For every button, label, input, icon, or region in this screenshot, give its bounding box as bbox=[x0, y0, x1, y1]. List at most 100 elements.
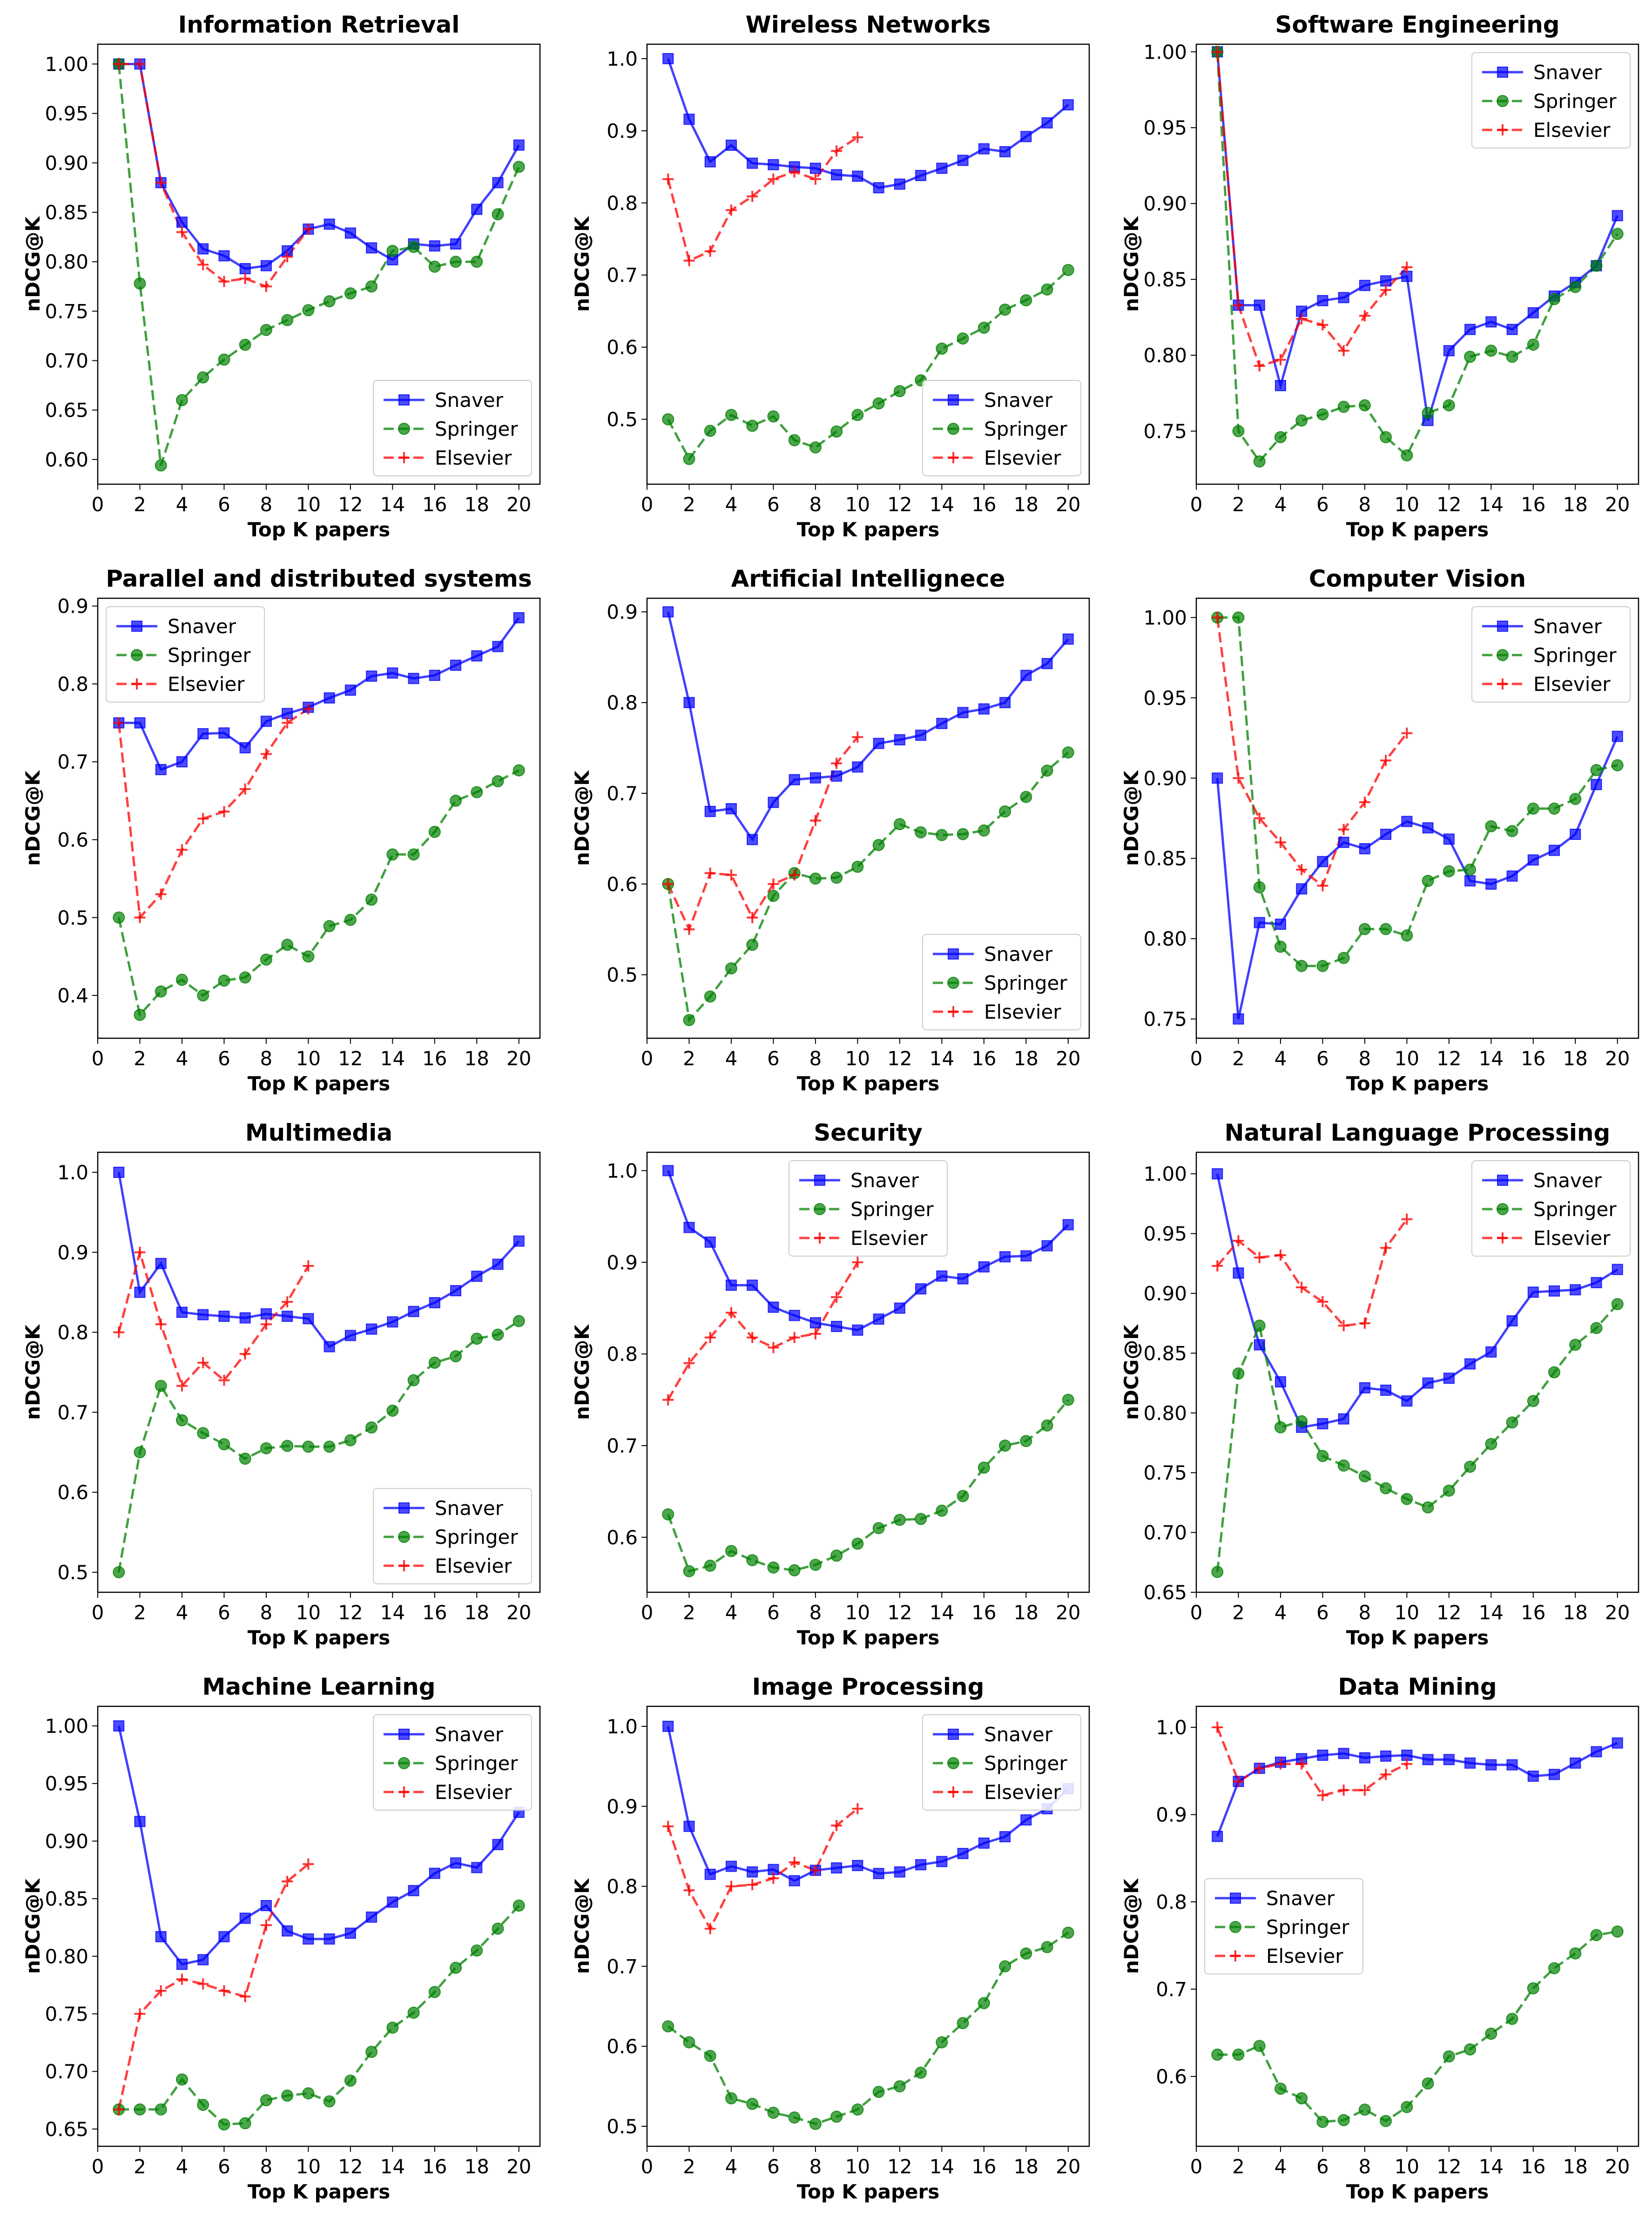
x-tick-label: 14 bbox=[930, 1601, 954, 1624]
data-point-elsevier bbox=[1254, 360, 1265, 372]
legend: Snaver Springer Elsevier bbox=[1471, 606, 1631, 703]
data-point-snaver bbox=[1274, 380, 1286, 392]
data-point-snaver bbox=[471, 1862, 483, 1873]
data-point-snaver bbox=[197, 243, 209, 255]
legend-marker-elsevier bbox=[398, 1560, 410, 1571]
y-tick-label: 0.4 bbox=[57, 984, 88, 1007]
data-point-elsevier bbox=[683, 1885, 695, 1896]
y-tick-label: 1.00 bbox=[1143, 41, 1187, 63]
data-point-snaver bbox=[134, 717, 146, 729]
data-point-elsevier bbox=[831, 1292, 843, 1303]
data-point-springer bbox=[1358, 2103, 1371, 2116]
data-point-snaver bbox=[492, 1839, 504, 1850]
data-point-snaver bbox=[1570, 1757, 1581, 1769]
data-point-springer bbox=[471, 1944, 483, 1957]
plot-area bbox=[113, 58, 525, 472]
plot-frame bbox=[1195, 43, 1639, 485]
x-tick-label: 14 bbox=[380, 1601, 405, 1624]
data-point-snaver bbox=[831, 169, 843, 181]
data-point-snaver bbox=[387, 1316, 398, 1328]
chart-title: Information Retrieval bbox=[178, 11, 460, 38]
series-line-snaver bbox=[1216, 736, 1619, 1020]
data-point-elsevier bbox=[1296, 1758, 1308, 1770]
data-point-springer bbox=[1041, 764, 1053, 777]
data-point-elsevier bbox=[1254, 812, 1265, 824]
data-point-springer bbox=[999, 1440, 1011, 1452]
plot-area bbox=[662, 1720, 1074, 2130]
data-point-snaver bbox=[429, 240, 440, 252]
legend-marker-springer bbox=[131, 649, 143, 661]
legend-label: Snaver bbox=[1533, 61, 1602, 84]
data-point-snaver bbox=[344, 1927, 356, 1939]
data-point-elsevier bbox=[747, 1879, 758, 1891]
x-tick-label: 0 bbox=[1190, 493, 1203, 516]
legend-label: Springer bbox=[168, 644, 251, 667]
x-tick-label: 16 bbox=[422, 1601, 447, 1624]
data-point-elsevier bbox=[218, 1985, 230, 1997]
data-point-elsevier bbox=[134, 912, 146, 923]
data-point-snaver bbox=[429, 1297, 440, 1309]
data-point-springer bbox=[830, 872, 843, 884]
data-point-springer bbox=[239, 971, 251, 984]
data-point-elsevier bbox=[134, 58, 146, 70]
y-tick-label: 0.75 bbox=[1143, 1461, 1187, 1484]
data-point-springer bbox=[1358, 1470, 1371, 1482]
data-point-elsevier bbox=[134, 2008, 146, 2020]
data-point-snaver bbox=[662, 606, 674, 618]
data-point-elsevier bbox=[197, 1978, 209, 1990]
x-tick-label: 6 bbox=[767, 2155, 780, 2178]
legend-marker-snaver bbox=[1230, 1893, 1241, 1904]
data-point-snaver bbox=[1254, 917, 1265, 928]
data-point-elsevier bbox=[768, 878, 779, 890]
data-point-springer bbox=[1506, 351, 1518, 363]
data-point-elsevier bbox=[155, 888, 167, 900]
data-point-snaver bbox=[1254, 1339, 1265, 1351]
data-point-springer bbox=[725, 962, 737, 974]
data-point-springer bbox=[407, 2007, 420, 2019]
data-point-springer bbox=[1401, 2101, 1413, 2113]
data-point-snaver bbox=[1380, 1750, 1392, 1762]
data-point-springer bbox=[957, 828, 969, 840]
plot-frame bbox=[97, 597, 541, 1039]
y-tick-label: 0.9 bbox=[57, 1241, 88, 1264]
data-point-springer bbox=[915, 2066, 927, 2079]
data-point-snaver bbox=[978, 143, 990, 155]
data-point-springer bbox=[1358, 399, 1371, 412]
data-point-springer bbox=[155, 459, 167, 472]
x-tick-label: 12 bbox=[338, 2155, 363, 2178]
data-point-snaver bbox=[1359, 1752, 1370, 1764]
y-tick-label: 0.95 bbox=[1143, 687, 1187, 710]
data-point-snaver bbox=[218, 727, 230, 739]
data-point-elsevier bbox=[1274, 1758, 1286, 1770]
chart-panel: Image Processing 0 2 4 6 8 10 12 14 16 18 20 0.5 0.6 0… bbox=[571, 1673, 1090, 2203]
data-point-snaver bbox=[683, 114, 695, 125]
data-point-snaver bbox=[303, 1933, 314, 1945]
legend-label: Snaver bbox=[168, 615, 236, 638]
x-tick-label: 16 bbox=[971, 1601, 996, 1624]
x-tick-label: 10 bbox=[296, 1047, 321, 1070]
data-point-snaver bbox=[936, 162, 948, 174]
legend-marker-snaver bbox=[814, 1175, 825, 1186]
data-point-elsevier bbox=[1274, 837, 1286, 848]
data-point-springer bbox=[725, 2092, 737, 2104]
x-tick-label: 6 bbox=[1316, 2155, 1329, 2178]
data-point-springer bbox=[1232, 1367, 1245, 1380]
data-point-springer bbox=[1401, 929, 1413, 942]
data-point-springer bbox=[1020, 294, 1032, 306]
data-point-springer bbox=[957, 1490, 969, 1502]
y-tick-label: 0.85 bbox=[1143, 847, 1187, 870]
data-point-snaver bbox=[915, 730, 927, 741]
y-axis-label: nDCG@K bbox=[21, 1878, 44, 1974]
legend-marker-elsevier bbox=[1497, 678, 1508, 690]
data-point-springer bbox=[1548, 1366, 1561, 1379]
data-point-springer bbox=[1041, 1941, 1053, 1954]
x-tick-label: 6 bbox=[218, 1601, 230, 1624]
data-point-elsevier bbox=[303, 1260, 314, 1271]
series-line-elsevier bbox=[1216, 1218, 1408, 1327]
data-point-elsevier bbox=[852, 731, 863, 743]
y-tick-label: 0.95 bbox=[1143, 1223, 1187, 1245]
y-tick-label: 0.8 bbox=[607, 1875, 638, 1898]
data-point-springer bbox=[1295, 960, 1308, 972]
data-point-springer bbox=[1527, 1395, 1539, 1407]
data-point-snaver bbox=[999, 697, 1011, 709]
